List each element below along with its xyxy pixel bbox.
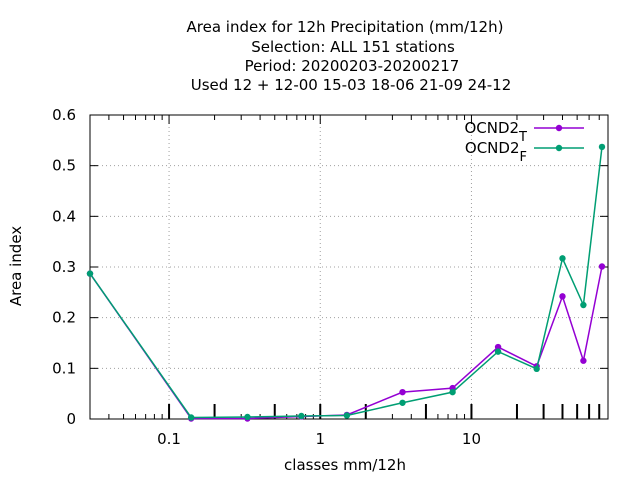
y-axis-title: Area index [7, 226, 25, 306]
y-tick-label: 0.5 [52, 157, 76, 175]
axes: 0 0.1 0.2 0.3 0.4 0.5 0.6 0.1 1 10 [52, 106, 608, 448]
data-point [449, 388, 456, 396]
y-tick-label: 0.3 [52, 258, 76, 276]
data-point [298, 412, 305, 420]
data-point [494, 348, 502, 355]
legend-swatch-point [555, 124, 563, 132]
legend-label: OCND2T [464, 119, 527, 145]
legend-label: OCND2F [465, 139, 527, 165]
series-2 [86, 143, 606, 421]
title-line-4: Used 12 + 12-00 15-03 18-06 21-09 24-12 [191, 76, 512, 94]
y-tick-label: 0 [66, 410, 76, 428]
title-line-1: Area index for 12h Precipitation (mm/12h… [187, 18, 504, 36]
series-line [89, 266, 603, 420]
grid [90, 115, 608, 419]
data-point [559, 293, 566, 300]
series [86, 143, 606, 422]
series-1 [86, 263, 606, 422]
x-axis-title: classes mm/12h [284, 456, 406, 474]
data-point [494, 343, 502, 351]
data-point [244, 413, 251, 421]
data-point [580, 301, 587, 309]
legend-label-main: OCND2 [464, 119, 519, 137]
y-tick-label: 0.4 [52, 207, 76, 225]
y-tick-label: 0.2 [52, 309, 76, 327]
series-line [89, 146, 603, 419]
title-line-2: Selection: ALL 151 stations [251, 38, 455, 56]
data-point [399, 399, 406, 406]
x-tick-label: 1 [315, 430, 325, 448]
data-point [343, 412, 351, 419]
legend-label-subscript: T [518, 130, 527, 145]
data-point [598, 143, 606, 151]
chart-title: Area index for 12h Precipitation (mm/12h… [187, 18, 512, 94]
data-point [86, 270, 94, 277]
data-point [533, 365, 540, 373]
legend-label-main: OCND2 [465, 139, 520, 157]
data-point [559, 255, 566, 262]
legend-swatch-point [555, 144, 563, 152]
title-line-3: Period: 20200203-20200217 [245, 57, 460, 75]
data-point [598, 263, 606, 270]
data-point [580, 357, 587, 364]
data-point [399, 388, 406, 396]
y-tick-label: 0.6 [52, 106, 76, 124]
legend-label-subscript: F [520, 150, 527, 165]
y-tick-label: 0.1 [52, 359, 76, 377]
x-tick-label: 10 [462, 430, 481, 448]
data-point [187, 414, 195, 421]
x-tick-label: 0.1 [157, 430, 181, 448]
